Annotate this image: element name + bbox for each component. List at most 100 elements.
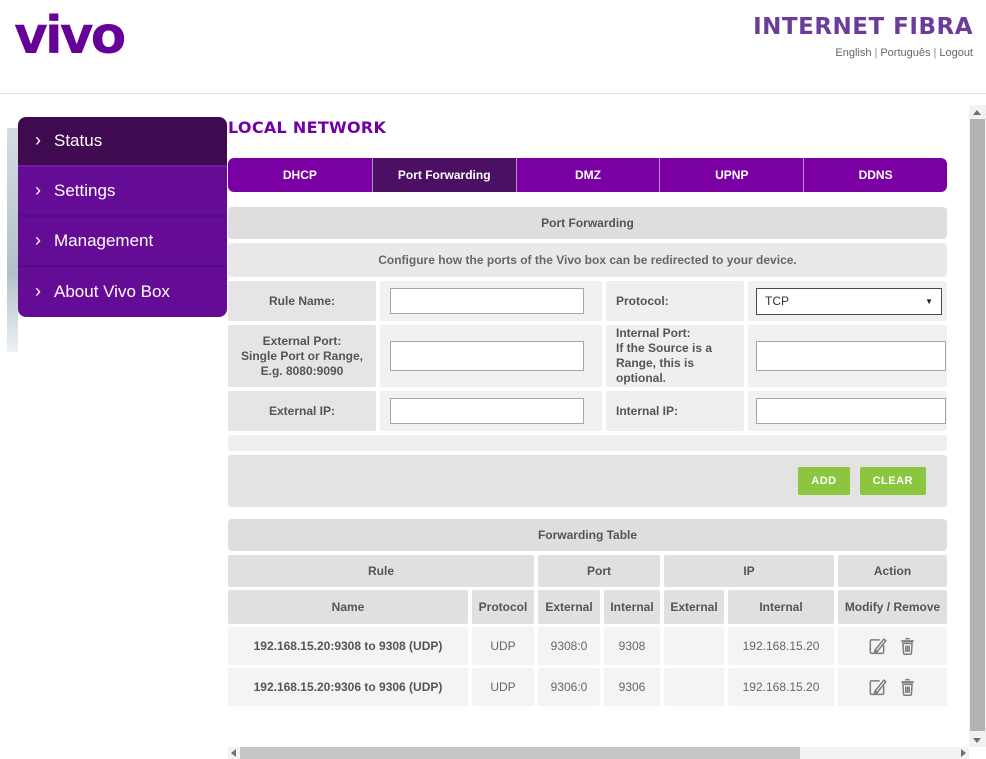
sidebar-shadow-strip bbox=[7, 128, 18, 352]
vivo-logo: vivo bbox=[14, 6, 126, 66]
internal-port-label: Internal Port: If the Source is a Range,… bbox=[606, 325, 744, 387]
sidebar-item-label: Settings bbox=[54, 181, 116, 200]
external-port-cell bbox=[380, 325, 602, 387]
chevron-right-icon: › bbox=[35, 229, 41, 250]
group-header-action: Action bbox=[838, 555, 947, 587]
table-row: 192.168.15.20:9306 to 9306 (UDP) UDP 930… bbox=[228, 668, 947, 706]
link-english[interactable]: English bbox=[835, 47, 872, 59]
rule-name-value: 192.168.15.20:9308 to 9308 (UDP) bbox=[228, 627, 468, 665]
section-title-port-forwarding: Port Forwarding bbox=[228, 207, 947, 239]
page-title: LOCAL NETWORK bbox=[228, 118, 387, 137]
tab-dhcp[interactable]: DHCP bbox=[282, 168, 317, 182]
sidebar-item-management[interactable]: › Management bbox=[18, 217, 227, 267]
table-column-header: Name Protocol External Internal External… bbox=[228, 590, 947, 624]
main-content: LOCAL NETWORK DHCP Port Forwarding DMZ U… bbox=[228, 105, 947, 706]
delete-icon[interactable] bbox=[897, 635, 918, 657]
sidebar-item-label: Management bbox=[54, 231, 154, 250]
internal-port-cell bbox=[748, 325, 947, 387]
internal-ip-input[interactable] bbox=[756, 398, 946, 424]
add-button[interactable]: ADD bbox=[798, 467, 850, 495]
internal-port-input[interactable] bbox=[756, 341, 946, 371]
top-header: vivo INTERNET FIBRA English | Português | Lo… bbox=[0, 0, 986, 94]
horizontal-scroll-thumb[interactable] bbox=[240, 747, 800, 759]
edit-icon[interactable] bbox=[867, 635, 888, 657]
group-header-port: Port bbox=[538, 555, 660, 587]
ip-internal-value: 192.168.15.20 bbox=[728, 627, 834, 665]
link-portugues[interactable]: Português bbox=[880, 47, 931, 59]
rule-name-cell bbox=[380, 281, 602, 321]
port-external-value: 9306:0 bbox=[538, 668, 600, 706]
port-external-value: 9308:0 bbox=[538, 627, 600, 665]
link-separator: | bbox=[933, 47, 937, 59]
table-group-header: Rule Port IP Action bbox=[228, 555, 947, 587]
port-internal-value: 9308 bbox=[604, 627, 660, 665]
internal-port-label-line: optional. bbox=[616, 371, 666, 385]
tab-port-forwarding[interactable]: Port Forwarding bbox=[371, 158, 516, 192]
protocol-cell: TCP ▼ bbox=[748, 281, 947, 321]
instruction-text: Configure how the ports of the Vivo box … bbox=[228, 243, 947, 277]
internal-port-label-line: Internal Port: bbox=[616, 326, 691, 340]
external-port-input[interactable] bbox=[390, 341, 584, 371]
tab-upnp[interactable]: UPNP bbox=[659, 158, 803, 192]
row-actions bbox=[838, 627, 947, 665]
group-header-ip: IP bbox=[664, 555, 834, 587]
scroll-left-icon[interactable] bbox=[231, 749, 236, 757]
chevron-right-icon: › bbox=[35, 129, 41, 150]
vertical-scroll-thumb[interactable] bbox=[970, 119, 985, 731]
protocol-label: Protocol: bbox=[606, 281, 744, 321]
internal-port-label-line: If the Source is a bbox=[616, 341, 713, 355]
section-title-forwarding-table: Forwarding Table bbox=[228, 519, 947, 551]
select-caret-icon: ▼ bbox=[925, 296, 933, 306]
scroll-down-icon[interactable] bbox=[973, 738, 981, 743]
link-separator: | bbox=[874, 47, 878, 59]
form-actions-row: ADD CLEAR bbox=[228, 455, 947, 507]
product-title: INTERNET FIBRA bbox=[753, 14, 973, 40]
link-logout[interactable]: Logout bbox=[939, 47, 973, 59]
protocol-select[interactable]: TCP ▼ bbox=[756, 287, 942, 315]
col-header-ip-external: External bbox=[664, 590, 724, 624]
row-actions bbox=[838, 668, 947, 706]
group-header-rule: Rule bbox=[228, 555, 534, 587]
scroll-right-icon[interactable] bbox=[961, 749, 966, 757]
port-internal-value: 9306 bbox=[604, 668, 660, 706]
external-port-label: External Port: Single Port or Range, E.g… bbox=[228, 325, 376, 387]
rule-name-label: Rule Name: bbox=[228, 281, 376, 321]
scroll-up-icon[interactable] bbox=[973, 110, 981, 115]
rule-name-value: 192.168.15.20:9306 to 9306 (UDP) bbox=[228, 668, 468, 706]
vertical-scrollbar[interactable] bbox=[969, 105, 986, 747]
internal-port-label-line: Range, this is bbox=[616, 356, 695, 370]
ip-external-value bbox=[664, 627, 724, 665]
external-ip-label: External IP: bbox=[228, 391, 376, 431]
col-header-port-external: External bbox=[538, 590, 600, 624]
external-port-label-line: External Port: bbox=[262, 333, 342, 348]
ip-internal-value: 192.168.15.20 bbox=[728, 668, 834, 706]
edit-icon[interactable] bbox=[867, 676, 888, 698]
spacer-row bbox=[228, 435, 947, 451]
header-links: English | Português | Logout bbox=[835, 47, 973, 59]
col-header-name: Name bbox=[228, 590, 468, 624]
external-ip-input[interactable] bbox=[390, 398, 584, 424]
tab-dmz[interactable]: DMZ bbox=[515, 158, 660, 192]
table-row: 192.168.15.20:9308 to 9308 (UDP) UDP 930… bbox=[228, 627, 947, 665]
clear-button[interactable]: CLEAR bbox=[859, 467, 926, 495]
sidebar-item-about-vivo-box[interactable]: › About Vivo Box bbox=[18, 267, 227, 317]
sidebar-menu: › Status › Settings › Management › About… bbox=[18, 117, 227, 317]
tab-ddns[interactable]: DDNS bbox=[803, 158, 947, 192]
col-header-ip-internal: Internal bbox=[728, 590, 834, 624]
protocol-selected-value: TCP bbox=[765, 294, 789, 308]
sidebar-item-status[interactable]: › Status bbox=[18, 117, 227, 167]
horizontal-scrollbar[interactable] bbox=[228, 747, 969, 759]
sidebar-item-label: About Vivo Box bbox=[54, 282, 170, 301]
tab-bar: DHCP Port Forwarding DMZ UPNP DDNS bbox=[228, 158, 947, 192]
protocol-value: UDP bbox=[472, 668, 534, 706]
chevron-right-icon: › bbox=[35, 280, 41, 301]
sidebar-item-label: Status bbox=[54, 131, 103, 150]
rule-name-input[interactable] bbox=[390, 288, 584, 314]
internal-ip-cell bbox=[748, 391, 947, 431]
external-port-label-line: E.g. 8080:9090 bbox=[260, 363, 344, 378]
ip-external-value bbox=[664, 668, 724, 706]
external-ip-cell bbox=[380, 391, 602, 431]
external-port-label-line: Single Port or Range, bbox=[240, 348, 363, 363]
delete-icon[interactable] bbox=[897, 676, 918, 698]
sidebar-item-settings[interactable]: › Settings bbox=[18, 167, 227, 217]
